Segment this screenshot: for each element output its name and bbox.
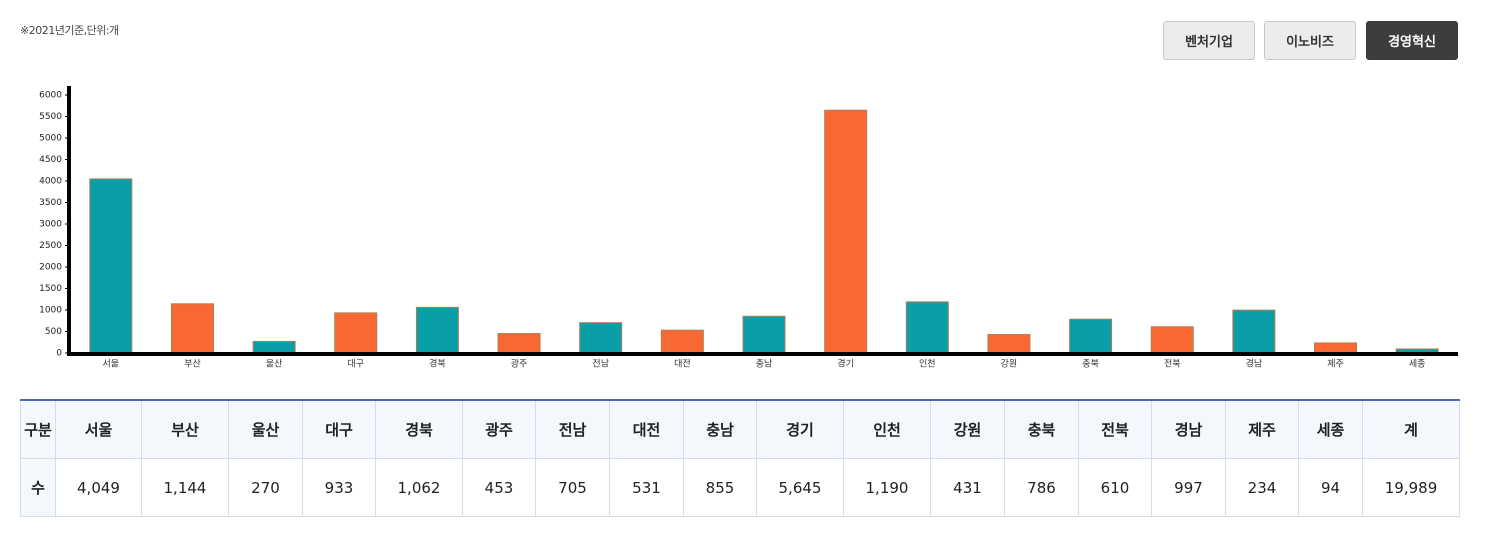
header-cell: 대전: [609, 399, 684, 459]
header-cell: 제주: [1225, 399, 1299, 459]
header-cell: 전북: [1078, 399, 1152, 459]
y-tick-label: 2500: [39, 241, 62, 251]
x-tick-label: 광주: [511, 358, 528, 370]
x-tick-label: 세종: [1409, 359, 1426, 370]
bar: [579, 322, 623, 354]
header-cell: 전남: [535, 399, 610, 459]
header-cell: 충북: [1004, 399, 1079, 459]
header-cell: 경북: [375, 399, 463, 459]
cell: 270: [228, 458, 303, 517]
x-tick-label: 경남: [1246, 358, 1263, 370]
bar: [660, 329, 704, 354]
tab-button[interactable]: 벤처기업: [1163, 21, 1255, 60]
y-tick-label: 3500: [39, 198, 62, 208]
cell: 94: [1298, 458, 1363, 517]
data-row: 수 4,049 1,144 270 933 1,062 453 705 531 855 5,645 1…: [20, 458, 1460, 517]
x-tick-label: 충남: [756, 359, 773, 370]
cell: 855: [683, 458, 757, 517]
header-cell: 계: [1362, 399, 1460, 459]
bar: [415, 306, 459, 354]
cell: 19,989: [1362, 458, 1460, 517]
x-tick-label: 제주: [1327, 359, 1344, 370]
cell: 1,190: [843, 458, 931, 517]
header-cell: 인천: [843, 399, 931, 459]
cell: 705: [535, 458, 610, 517]
bar: [1232, 309, 1276, 354]
x-tick-label: 전남: [592, 359, 609, 370]
x-tick-label: 충북: [1082, 359, 1099, 370]
bar: [252, 340, 296, 354]
bar: [1150, 326, 1194, 354]
header-row: 구분 서울 부산 울산 대구 경북 광주 전남 대전 충남 경기 인천 강원 충북 전북 경남 제주 세종 계: [20, 399, 1460, 459]
header-cell: 세종: [1298, 399, 1363, 459]
bar: [987, 333, 1031, 354]
y-tick-label: 6000: [39, 91, 62, 101]
header-cell: 구분: [20, 399, 56, 459]
y-tick-label: 5500: [39, 112, 62, 122]
bar: [89, 178, 133, 354]
y-tick-label: 0: [56, 349, 62, 359]
x-tick-label: 울산: [266, 359, 283, 370]
bar: [497, 333, 541, 354]
x-tick-label: 서울: [103, 359, 120, 370]
header-cell: 경남: [1151, 399, 1226, 459]
y-tick-label: 4000: [39, 177, 62, 187]
bar: [824, 109, 868, 354]
header-cell: 강원: [930, 399, 1005, 459]
header-cell: 부산: [141, 399, 229, 459]
tab-button[interactable]: 이노비즈: [1264, 21, 1356, 60]
y-tick-label: 2000: [39, 263, 62, 273]
cell: 234: [1225, 458, 1299, 517]
x-tick-label: 경기: [837, 358, 854, 370]
header-cell: 울산: [228, 399, 303, 459]
bar: [1069, 318, 1113, 354]
bar: [170, 303, 214, 354]
header-cell: 충남: [683, 399, 757, 459]
cell: 431: [930, 458, 1005, 517]
header-cell: 광주: [462, 399, 536, 459]
y-tick-label: 4500: [39, 155, 62, 165]
y-tick-label: 1500: [39, 284, 62, 294]
header-cell: 대구: [302, 399, 376, 459]
x-tick-label: 인천: [919, 359, 936, 370]
x-tick-label: 전북: [1164, 359, 1181, 370]
y-tick-label: 3000: [39, 220, 62, 230]
cell: 786: [1004, 458, 1079, 517]
cell: 수: [20, 458, 56, 517]
bar: [905, 301, 949, 354]
bar: [1314, 342, 1358, 354]
y-tick-label: 1000: [39, 306, 62, 316]
chart: 0 500 1000 1500 2000 2500 3000 3500 4000 4500 5000…: [39, 86, 1458, 370]
header-cell: 서울: [55, 399, 142, 459]
x-tick-label: 경북: [429, 358, 446, 370]
y-tick-label: 5000: [39, 134, 62, 144]
bar: [742, 315, 786, 354]
tab-button[interactable]: 경영혁신: [1366, 21, 1458, 60]
cell: 933: [302, 458, 376, 517]
cell: 1,062: [375, 458, 463, 517]
x-tick-label: 강원: [1001, 359, 1018, 370]
bar: [334, 312, 378, 354]
cell: 5,645: [756, 458, 844, 517]
cell: 997: [1151, 458, 1226, 517]
x-tick-label: 대전: [674, 359, 691, 370]
cell: 610: [1078, 458, 1152, 517]
x-tick-label: 부산: [184, 359, 201, 370]
cell: 1,144: [141, 458, 229, 517]
cell: 453: [462, 458, 536, 517]
cell: 4,049: [55, 458, 142, 517]
y-tick-label: 500: [45, 327, 62, 337]
note: ※2021년기준,단위:개: [20, 24, 119, 37]
header-cell: 경기: [756, 399, 844, 459]
cell: 531: [609, 458, 684, 517]
x-tick-label: 대구: [347, 359, 364, 370]
